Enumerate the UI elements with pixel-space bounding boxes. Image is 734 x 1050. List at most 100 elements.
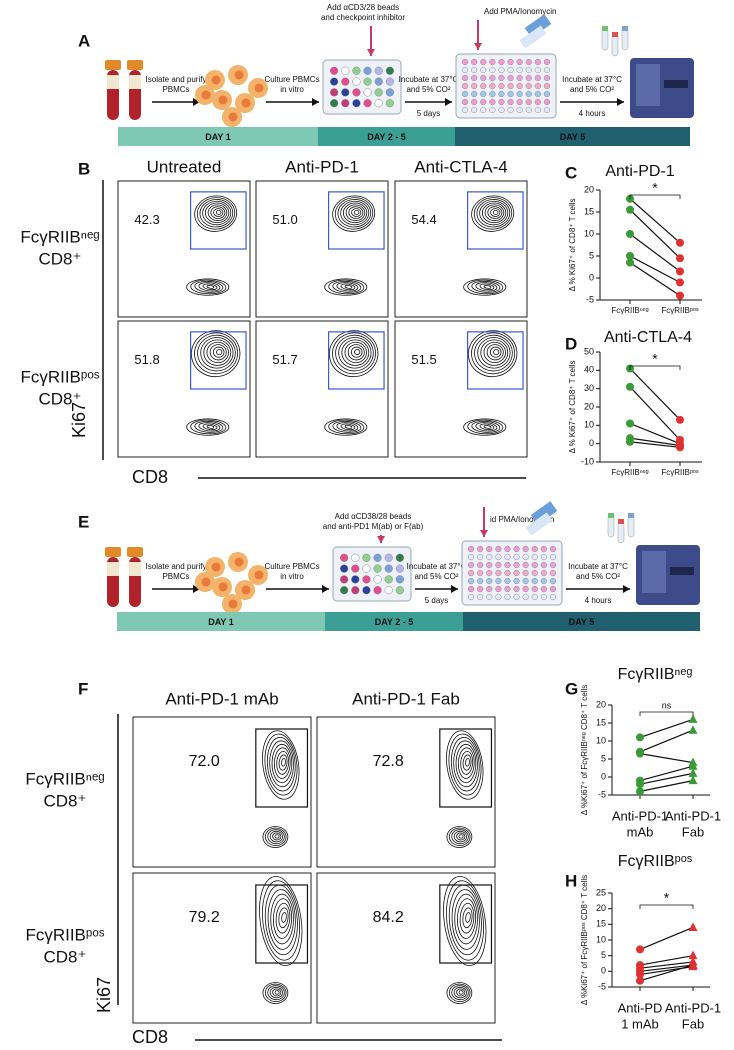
well [374,66,383,75]
gate [328,191,385,250]
data-point [626,252,634,260]
y-tick-label: 5 [601,753,606,763]
row-label: FcγRIIBⁿᵉᵍ [25,769,104,788]
step-text: Incubate at 37°C [562,75,622,84]
well [522,577,529,585]
pair-line [629,198,681,244]
y-tick-label: 10 [596,735,606,745]
contour [492,210,499,215]
contour [274,990,280,995]
chart-title: FcγRIIBⁿᵉᵍ [618,666,693,683]
x-tick-label: Anti-PD-1 [665,1000,721,1015]
well [480,90,487,98]
contour [198,422,221,432]
step-text: Isolate and purify [146,562,207,571]
well [461,74,469,82]
contour [276,750,290,775]
contour [475,422,498,432]
y-tick-label: -10 [581,456,594,466]
contour [454,893,478,945]
well [522,545,529,553]
well [495,577,502,585]
row-label: CD8⁺ [39,390,82,409]
step-text: PBMCs [162,85,189,94]
contour [474,334,513,372]
well [480,74,487,82]
arrow-head [451,585,458,593]
contour [475,282,498,292]
arrow-head [617,98,624,106]
panel-label: A [78,31,90,50]
data-point [636,976,644,985]
flow-plot [132,872,312,1024]
well [486,553,493,561]
contour [269,740,294,788]
y-tick-label: 15 [584,206,594,216]
gate [190,331,247,390]
contour [206,284,215,289]
contour [273,747,291,779]
well [543,66,551,74]
well [486,569,493,577]
well [534,66,541,74]
significance-label: ns [662,700,672,710]
well [373,553,382,562]
contour [467,419,504,435]
contour [274,834,280,839]
well [384,586,393,595]
well [525,90,532,98]
well [498,58,505,66]
gate-percent: 51.8 [134,352,159,367]
x-tick-label: FcγRIIBᵖᵒˢ [661,468,698,477]
panel-label: D [565,334,577,353]
well [525,98,532,106]
row-label: CD8⁺ [39,250,82,269]
axis-title: CD8 [132,467,168,487]
x-tick-label: FcγRIIBⁿᵉᵍ [611,468,648,477]
chart-title: Anti-PD-1 [605,163,674,180]
contour [354,349,361,356]
well [504,585,511,593]
well [467,561,475,569]
contour [194,195,238,232]
well [461,82,469,90]
contour [199,199,234,228]
contour [210,206,226,219]
well [480,82,487,90]
well [507,106,514,114]
x-tick-label: mAb [627,824,654,839]
step-text: and 5% CO² [576,572,620,581]
panel-label: G [565,679,578,698]
well [534,82,541,90]
contour [209,344,227,361]
row-label: FcγRIIBⁿᵉᵍ [20,228,99,247]
contour [489,346,502,358]
well [504,553,511,561]
small-tube-cap [622,26,628,31]
data-point [676,254,684,263]
contour [269,986,284,999]
contour [328,279,365,295]
panel-label: H [565,871,577,890]
data-point [626,419,634,428]
x-tick-label: Anti-PD-1 [665,808,721,823]
well [507,58,514,66]
well [480,106,487,114]
contour [262,826,289,848]
row-label: FcγRIIBᵖᵒˢ [20,368,99,387]
y-tick-label: 0 [601,771,606,781]
well [522,585,529,593]
well [531,545,538,553]
well [522,569,529,577]
contour [259,876,303,966]
pair-line [629,368,681,421]
well [498,90,505,98]
well [330,77,339,86]
well [513,553,520,561]
contour [477,337,511,369]
step-text: 5 days [417,109,441,118]
day-label: DAY 2 - 5 [367,132,406,142]
tube-cap [105,547,121,557]
contour [340,200,370,226]
well [531,553,538,561]
